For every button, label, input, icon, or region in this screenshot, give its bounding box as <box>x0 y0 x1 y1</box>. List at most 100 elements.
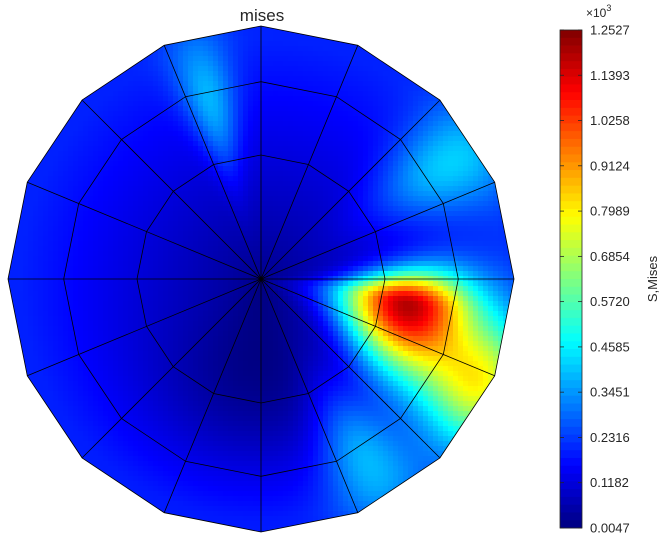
contour-cell <box>103 231 109 237</box>
contour-cell <box>438 241 444 247</box>
contour-cell <box>418 306 424 312</box>
contour-cell <box>143 216 149 222</box>
contour-cell <box>223 196 229 202</box>
contour-cell <box>188 191 194 197</box>
contour-cell <box>303 126 309 132</box>
contour-cell <box>298 186 304 192</box>
contour-cell <box>98 96 104 102</box>
contour-cell <box>68 286 74 292</box>
contour-cell <box>308 206 314 212</box>
contour-cell <box>263 256 269 262</box>
contour-cell <box>208 206 214 212</box>
contour-cell <box>488 266 494 272</box>
contour-cell <box>193 271 199 277</box>
contour-cell <box>23 271 29 277</box>
contour-cell <box>428 306 434 312</box>
contour-cell <box>473 191 479 197</box>
contour-cell <box>148 91 154 97</box>
contour-cell <box>158 161 164 167</box>
contour-cell <box>153 101 159 107</box>
contour-cell <box>308 241 314 247</box>
contour-cell <box>318 46 324 52</box>
contour-cell <box>163 101 169 107</box>
contour-cell <box>398 271 404 277</box>
contour-cell <box>213 81 219 87</box>
contour-cell <box>503 296 509 302</box>
contour-cell <box>383 206 389 212</box>
contour-cell <box>133 216 139 222</box>
contour-cell <box>113 236 119 242</box>
contour-cell <box>223 221 229 227</box>
contour-cell <box>238 151 244 157</box>
contour-cell <box>353 216 359 222</box>
contour-cell <box>263 131 269 137</box>
contour-cell <box>263 31 269 37</box>
contour-cell <box>458 266 464 272</box>
contour-cell <box>468 136 474 142</box>
contour-cell <box>338 266 344 272</box>
contour-cell <box>213 251 219 257</box>
contour-cell <box>348 91 354 97</box>
contour-cell <box>263 56 269 62</box>
contour-cell <box>463 296 469 302</box>
contour-cell <box>173 206 179 212</box>
contour-cell <box>398 91 404 97</box>
contour-cell <box>223 101 229 107</box>
contour-cell <box>348 116 354 122</box>
contour-cell <box>373 286 379 292</box>
contour-cell <box>473 156 479 162</box>
contour-cell <box>83 186 89 192</box>
contour-cell <box>358 71 364 77</box>
contour-cell <box>158 86 164 92</box>
contour-cell <box>358 291 364 297</box>
contour-cell <box>373 86 379 92</box>
contour-cell <box>413 166 419 172</box>
contour-cell <box>93 236 99 242</box>
contour-cell <box>73 231 79 237</box>
contour-cell <box>453 286 459 292</box>
contour-cell <box>53 221 59 227</box>
contour-cell <box>423 81 429 87</box>
contour-cell <box>33 261 39 267</box>
contour-cell <box>93 206 99 212</box>
contour-cell <box>213 216 219 222</box>
contour-cell <box>133 211 139 217</box>
contour-cell <box>368 236 374 242</box>
contour-cell <box>498 271 504 277</box>
contour-cell <box>393 76 399 82</box>
contour-cell <box>138 301 144 307</box>
contour-cell <box>8 271 14 277</box>
contour-cell <box>373 186 379 192</box>
contour-cell <box>323 151 329 157</box>
contour-cell <box>178 216 184 222</box>
contour-cell <box>113 301 119 307</box>
contour-cell <box>173 146 179 152</box>
contour-cell <box>288 201 294 207</box>
contour-cell <box>438 181 444 187</box>
contour-cell <box>313 156 319 162</box>
contour-cell <box>308 76 314 82</box>
contour-cell <box>63 186 69 192</box>
contour-cell <box>193 241 199 247</box>
contour-cell <box>338 226 344 232</box>
contour-cell <box>308 246 314 252</box>
contour-cell <box>208 121 214 127</box>
contour-cell <box>88 281 94 287</box>
contour-cell <box>228 131 234 137</box>
contour-cell <box>28 176 34 182</box>
contour-cell <box>363 211 369 217</box>
contour-cell <box>193 81 199 87</box>
contour-cell <box>333 191 339 197</box>
contour-cell <box>198 286 204 292</box>
contour-cell <box>138 121 144 127</box>
contour-cell <box>138 286 144 292</box>
contour-cell <box>168 306 174 312</box>
contour-cell <box>368 261 374 267</box>
contour-cell <box>228 206 234 212</box>
contour-cell <box>68 156 74 162</box>
contour-cell <box>143 306 149 312</box>
contour-cell <box>58 121 64 127</box>
contour-cell <box>413 231 419 237</box>
contour-cell <box>208 251 214 257</box>
contour-cell <box>238 311 244 317</box>
